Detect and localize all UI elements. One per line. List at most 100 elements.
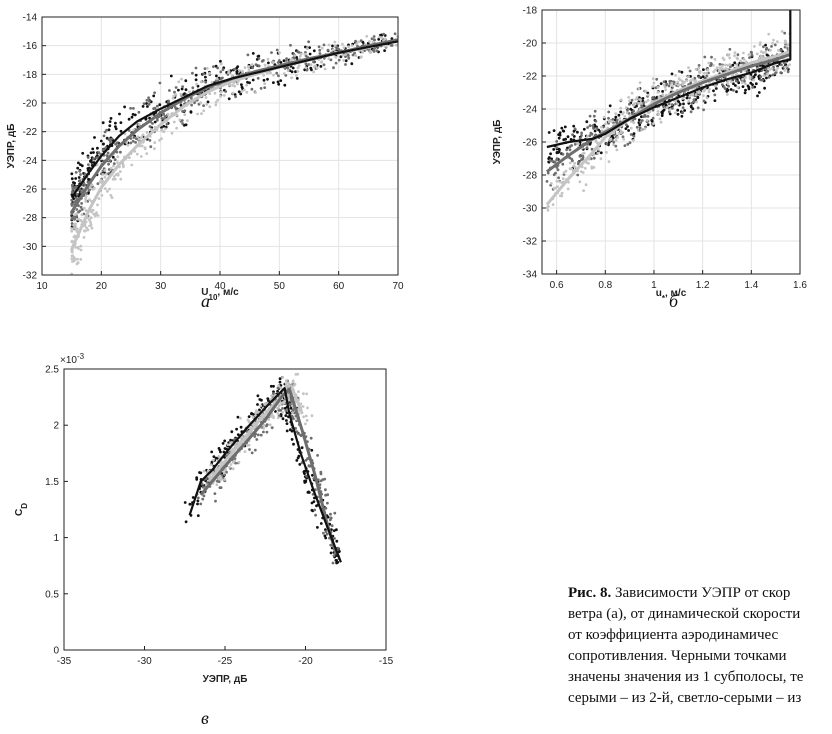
- data-point: [250, 63, 254, 67]
- data-point: [208, 92, 212, 95]
- data-point: [262, 73, 266, 77]
- data-point: [86, 228, 90, 232]
- data-point: [662, 108, 666, 112]
- data-point: [329, 543, 333, 547]
- data-point: [272, 392, 275, 396]
- data-point: [283, 83, 287, 87]
- chart-a-svg: 10 20 30 40 50 60 70 -32 -30 -28 -26 -24 -22 -20 -18 -1…: [6, 13, 404, 302]
- data-point: [256, 433, 260, 437]
- data-point: [326, 515, 330, 519]
- data-point: [660, 114, 664, 117]
- data-point: [326, 493, 330, 497]
- data-point: [724, 63, 727, 67]
- data-point: [83, 172, 87, 176]
- data-point: [75, 193, 79, 196]
- data-point: [308, 46, 311, 49]
- data-point: [320, 60, 323, 64]
- data-point: [284, 74, 288, 77]
- data-point: [383, 49, 386, 52]
- data-point: [314, 64, 317, 68]
- data-point: [632, 104, 636, 107]
- data-point: [84, 194, 88, 198]
- data-point: [705, 74, 709, 78]
- data-point: [742, 51, 745, 55]
- data-point: [79, 173, 82, 176]
- data-point: [215, 483, 219, 486]
- data-point: [640, 119, 644, 122]
- data-point: [763, 86, 766, 90]
- data-point: [641, 97, 645, 100]
- data-point: [277, 74, 280, 78]
- data-point: [614, 139, 618, 142]
- data-point: [691, 78, 695, 81]
- data-point: [350, 62, 354, 66]
- data-point: [771, 73, 775, 77]
- data-point: [361, 50, 365, 54]
- data-point: [701, 75, 705, 78]
- data-point: [112, 175, 116, 178]
- data-point: [551, 159, 554, 163]
- data-point: [184, 123, 188, 127]
- y-tick-label: -28: [523, 171, 538, 182]
- data-point: [195, 82, 199, 86]
- data-point: [622, 137, 626, 141]
- x-axis-label: УЭПР, дБ: [203, 674, 248, 685]
- data-point: [233, 67, 236, 71]
- data-point: [333, 537, 336, 540]
- data-point: [558, 131, 562, 135]
- data-point: [637, 87, 641, 91]
- data-point: [246, 80, 249, 84]
- data-point: [727, 53, 730, 57]
- data-point: [582, 189, 585, 193]
- data-point: [256, 403, 259, 406]
- data-point: [779, 71, 783, 74]
- data-point: [219, 70, 223, 74]
- data-point: [319, 522, 323, 525]
- data-point: [191, 496, 195, 499]
- data-point: [70, 183, 74, 187]
- data-point: [661, 90, 664, 93]
- data-point: [206, 469, 210, 473]
- caption-line: Рис. 8. Зависимости УЭПР от скор: [568, 583, 832, 604]
- data-point: [259, 404, 263, 408]
- chart-b-svg: 0.6 0.8 1 1.2 1.4 1.6 -34 -32 -30 -28 -26 -24 -22 -20…: [492, 6, 807, 303]
- data-point: [272, 384, 275, 388]
- data-point: [629, 120, 633, 123]
- data-point: [70, 227, 74, 230]
- data-point: [702, 68, 705, 71]
- data-point: [101, 148, 105, 152]
- data-point: [293, 54, 297, 57]
- data-point: [80, 213, 84, 217]
- data-point: [224, 454, 228, 458]
- data-point: [626, 142, 630, 146]
- data-point: [169, 74, 173, 78]
- data-point: [292, 417, 295, 421]
- data-point: [136, 135, 140, 139]
- data-point: [174, 92, 177, 96]
- data-point: [748, 75, 752, 79]
- data-point: [342, 59, 346, 62]
- scatter-points: [545, 30, 792, 212]
- data-point: [196, 112, 200, 116]
- x-tick-label: 10: [36, 281, 48, 292]
- data-point: [153, 147, 156, 151]
- data-point: [296, 456, 300, 460]
- data-point: [213, 91, 217, 95]
- data-point: [565, 148, 568, 152]
- data-point: [294, 373, 298, 376]
- data-point: [577, 142, 580, 146]
- data-point: [81, 151, 85, 155]
- data-point: [245, 83, 249, 87]
- data-point: [563, 125, 567, 129]
- data-point: [258, 398, 262, 401]
- data-point: [664, 103, 668, 107]
- data-point: [175, 113, 179, 117]
- data-point: [254, 63, 258, 66]
- data-point: [743, 91, 747, 95]
- data-point: [281, 376, 284, 379]
- data-point: [132, 107, 135, 110]
- caption-text: сопротивления. Черными точками: [568, 648, 787, 664]
- data-point: [278, 51, 281, 55]
- data-point: [116, 161, 119, 164]
- data-point: [576, 173, 580, 177]
